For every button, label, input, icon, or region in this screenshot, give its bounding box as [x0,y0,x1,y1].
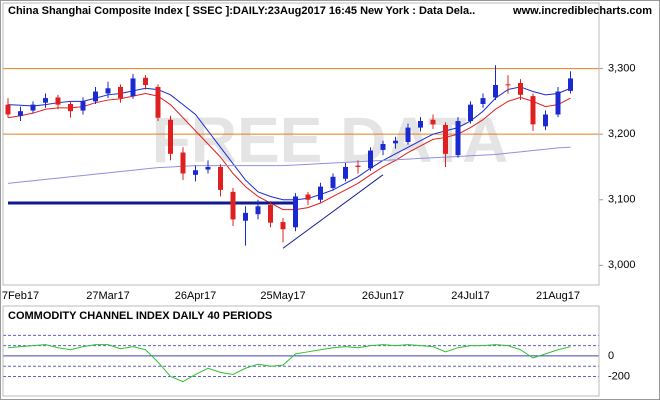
candle-body [543,114,548,127]
candle-body [255,206,261,215]
candle-body [505,84,511,86]
candle-body [555,91,561,115]
candle-body [218,166,223,190]
watermark: FREE DATA [152,104,509,176]
candle-body [43,98,48,103]
cci-title: COMMODITY CHANNEL INDEX DAILY 40 PERIODS [8,310,272,322]
candle-body [55,97,61,105]
candle-body [430,119,436,125]
y-tick-label: 0 [608,350,614,362]
moving-average [7,146,571,184]
candle-body [518,83,523,95]
candle-body [155,86,161,118]
candle-body [118,86,123,99]
x-tick-label: 25May17 [260,290,305,302]
y-tick-label: -200 [608,370,630,382]
candle-body [355,165,361,167]
x-tick-label: 7Feb17 [2,290,39,302]
y-tick-label: 3,000 [608,259,636,271]
candle-body [93,91,98,102]
candle-body [205,166,211,170]
x-tick-label: 26Apr17 [175,290,217,302]
price-panel [2,2,600,286]
x-tick-label: 27Mar17 [86,290,129,302]
x-tick-label: 26Jun17 [362,290,404,302]
candle-body [480,98,486,104]
candle-body [30,104,36,111]
candle-body [180,152,186,174]
candle-body [68,103,73,112]
candle-body [5,104,11,115]
candle-body [443,124,448,154]
candle-body [168,119,173,154]
candle-body [268,204,273,223]
candle-body [105,88,111,94]
candle-body [193,170,198,175]
candle-body [293,196,298,228]
y-tick-label: 3,200 [608,128,636,140]
candle-body [568,78,573,91]
cci-line [7,344,571,383]
candle-body [330,176,336,188]
candle-body [230,191,236,220]
candle-body [243,212,248,221]
candle-body [455,121,461,156]
candle-body [405,127,411,143]
candle-body [368,150,373,169]
source: www.incrediblecharts.com [512,5,652,17]
chart-title: China Shanghai Composite Index [ SSEC ]:… [8,5,475,17]
candle-body [143,77,148,85]
moving-average [7,92,571,211]
candle-body [380,144,386,150]
candle-body [418,121,423,128]
y-tick-label: 3,300 [608,62,636,74]
candle-body [468,104,473,122]
y-tick-label: 3,100 [608,194,636,206]
candle-body [393,140,398,144]
candle-body [493,84,498,98]
candle-body [80,101,86,111]
moving-average [7,86,571,201]
candle-body [280,222,286,230]
candle-body [530,96,536,125]
candle-body [318,186,323,200]
candle-body [343,166,348,179]
x-tick-label: 24Jul17 [451,290,490,302]
trend-line [282,174,384,249]
candle-body [18,111,23,116]
candle-body [130,78,136,97]
x-tick-label: 21Aug17 [536,290,580,302]
title-band [3,3,599,23]
cci-panel [2,305,600,397]
candle-body [305,194,311,200]
